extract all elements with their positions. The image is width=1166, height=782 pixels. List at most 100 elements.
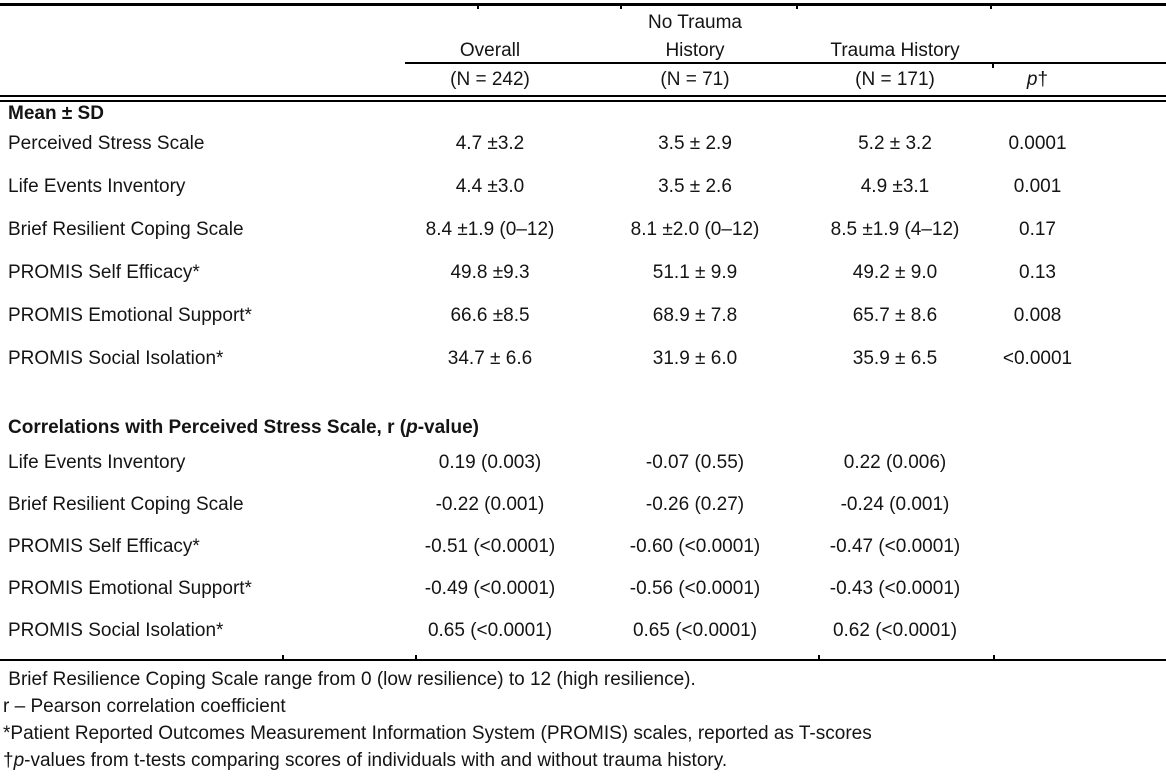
cell-trauma: -0.24 (0.001)	[840, 494, 950, 515]
cell-trauma: 0.62 (<0.0001)	[832, 620, 958, 641]
footnote-pvalue-text: -values from t-tests comparing scores of…	[24, 750, 728, 771]
cell-no-trauma: 8.1 ±2.0 (0–12)	[630, 219, 760, 240]
row-label: PROMIS Social Isolation*	[8, 348, 224, 369]
cell-p-value: 0.008	[1013, 305, 1062, 326]
table-bottom-rule	[0, 659, 1166, 661]
p-symbol: p	[406, 417, 418, 438]
cell-no-trauma: -0.26 (0.27)	[645, 494, 745, 515]
cell-boundary-tick	[415, 655, 417, 659]
cell-p-value: 0.17	[1019, 219, 1056, 240]
n-count-trauma: (N = 171)	[855, 69, 935, 90]
row-label: PROMIS Self Efficacy*	[8, 536, 200, 557]
cell-overall: 4.4 ±3.0	[455, 176, 525, 197]
cell-no-trauma: 3.5 ± 2.9	[658, 133, 732, 154]
cell-overall: 0.19 (0.003)	[438, 452, 542, 473]
table-row: PROMIS Self Efficacy* 49.8 ±9.3 51.1 ± 9…	[0, 262, 1166, 284]
table-row: Brief Resilient Coping Scale -0.22 (0.00…	[0, 494, 1166, 516]
footnote-pearson: r – Pearson correlation coefficient	[3, 696, 286, 717]
column-header-overall: Overall	[459, 40, 521, 61]
column-header-trauma-history: Trauma History	[830, 40, 960, 61]
cell-no-trauma: -0.60 (<0.0001)	[629, 536, 761, 557]
cell-boundary-tick	[796, 5, 798, 9]
cell-trauma: 4.9 ±3.1	[860, 176, 930, 197]
table-row: PROMIS Emotional Support* 66.6 ±8.5 68.9…	[0, 305, 1166, 327]
row-label: PROMIS Emotional Support*	[8, 305, 252, 326]
cell-trauma: 8.5 ±1.9 (4–12)	[830, 219, 960, 240]
row-label: Perceived Stress Scale	[8, 133, 205, 154]
dagger-symbol: †	[1037, 69, 1049, 90]
cell-boundary-tick	[477, 5, 479, 9]
cell-trauma: -0.43 (<0.0001)	[829, 578, 961, 599]
dagger-symbol: †	[3, 750, 14, 771]
column-header-no-trauma-line2: History	[665, 40, 725, 61]
column-header-p-value: p†	[980, 69, 1095, 91]
cell-p-value: 0.0001	[1008, 133, 1067, 154]
section-title-suffix: -value)	[417, 417, 479, 438]
cell-boundary-tick	[992, 64, 994, 68]
cell-overall: -0.51 (<0.0001)	[424, 536, 556, 557]
section-title-prefix: Correlations with Perceived Stress Scale…	[8, 417, 407, 438]
row-label: PROMIS Emotional Support*	[8, 578, 252, 599]
footnote-range: Brief Resilience Coping Scale range from…	[3, 669, 696, 690]
table-footnotes: Brief Resilience Coping Scale range from…	[0, 666, 1160, 774]
table-row: Life Events Inventory 0.19 (0.003) -0.07…	[0, 452, 1166, 474]
row-label: PROMIS Self Efficacy*	[8, 262, 200, 283]
cell-no-trauma: -0.07 (0.55)	[645, 452, 745, 473]
cell-p-value: 0.001	[1013, 176, 1062, 197]
cell-no-trauma: 3.5 ± 2.6	[658, 176, 732, 197]
row-label: Life Events Inventory	[8, 452, 186, 473]
section-title: Mean ± SD	[8, 103, 104, 124]
cell-p-value: 0.13	[1019, 262, 1056, 283]
row-label: Brief Resilient Coping Scale	[8, 219, 244, 240]
table-row: PROMIS Social Isolation* 34.7 ± 6.6 31.9…	[0, 348, 1166, 370]
cell-no-trauma: 0.65 (<0.0001)	[632, 620, 758, 641]
table-header-row-1: No Trauma	[0, 12, 1166, 34]
cell-overall: 0.65 (<0.0001)	[427, 620, 553, 641]
column-header-no-trauma-line1: No Trauma	[648, 12, 742, 33]
p-symbol: p	[13, 750, 25, 771]
cell-trauma: -0.47 (<0.0001)	[829, 536, 961, 557]
cell-p-value: <0.0001	[1002, 348, 1073, 369]
cell-trauma: 65.7 ± 8.6	[852, 305, 938, 326]
row-label: PROMIS Social Isolation*	[8, 620, 224, 641]
n-count-no-trauma: (N = 71)	[660, 69, 730, 90]
header-double-rule-top	[0, 95, 1166, 97]
cell-trauma: 35.9 ± 6.5	[852, 348, 938, 369]
cell-overall: 4.7 ±3.2	[455, 133, 525, 154]
header-group-underline	[405, 62, 1166, 64]
cell-no-trauma: 31.9 ± 6.0	[652, 348, 738, 369]
footnote-promis: *Patient Reported Outcomes Measurement I…	[3, 723, 872, 744]
cell-boundary-tick	[990, 5, 992, 9]
table-row: PROMIS Social Isolation* 0.65 (<0.0001) …	[0, 620, 1166, 642]
p-symbol: p	[1026, 69, 1038, 90]
cell-boundary-tick	[620, 5, 622, 9]
cell-overall: -0.49 (<0.0001)	[424, 578, 556, 599]
cell-boundary-tick	[993, 655, 995, 659]
cell-no-trauma: 51.1 ± 9.9	[652, 262, 738, 283]
header-double-rule-bottom	[0, 100, 1166, 102]
table-row: PROMIS Emotional Support* -0.49 (<0.0001…	[0, 578, 1166, 600]
row-label: Life Events Inventory	[8, 176, 186, 197]
table-top-rule	[0, 3, 1166, 6]
cell-overall: 34.7 ± 6.6	[447, 348, 533, 369]
footnote-pvalue: †p-values from t-tests comparing scores …	[0, 747, 1160, 774]
cell-overall: 66.6 ±8.5	[450, 305, 530, 326]
cell-trauma: 5.2 ± 3.2	[858, 133, 932, 154]
row-label: Brief Resilient Coping Scale	[8, 494, 244, 515]
cell-overall: -0.22 (0.001)	[435, 494, 545, 515]
n-count-overall: (N = 242)	[450, 69, 530, 90]
section-header-correlations: Correlations with Perceived Stress Scale…	[0, 417, 1166, 439]
table-row: Brief Resilient Coping Scale 8.4 ±1.9 (0…	[0, 219, 1166, 241]
table-row: Perceived Stress Scale 4.7 ±3.2 3.5 ± 2.…	[0, 133, 1166, 155]
cell-trauma: 49.2 ± 9.0	[852, 262, 938, 283]
cell-no-trauma: 68.9 ± 7.8	[652, 305, 738, 326]
table-row: PROMIS Self Efficacy* -0.51 (<0.0001) -0…	[0, 536, 1166, 558]
cell-boundary-tick	[818, 655, 820, 659]
section-title: Correlations with Perceived Stress Scale…	[0, 417, 479, 439]
cell-overall: 49.8 ±9.3	[450, 262, 530, 283]
cell-boundary-tick	[282, 655, 284, 659]
cell-overall: 8.4 ±1.9 (0–12)	[425, 219, 555, 240]
table-header-row-3: (N = 242) (N = 71) (N = 171) p†	[0, 69, 1166, 91]
section-header-mean-sd: Mean ± SD	[0, 103, 1166, 125]
